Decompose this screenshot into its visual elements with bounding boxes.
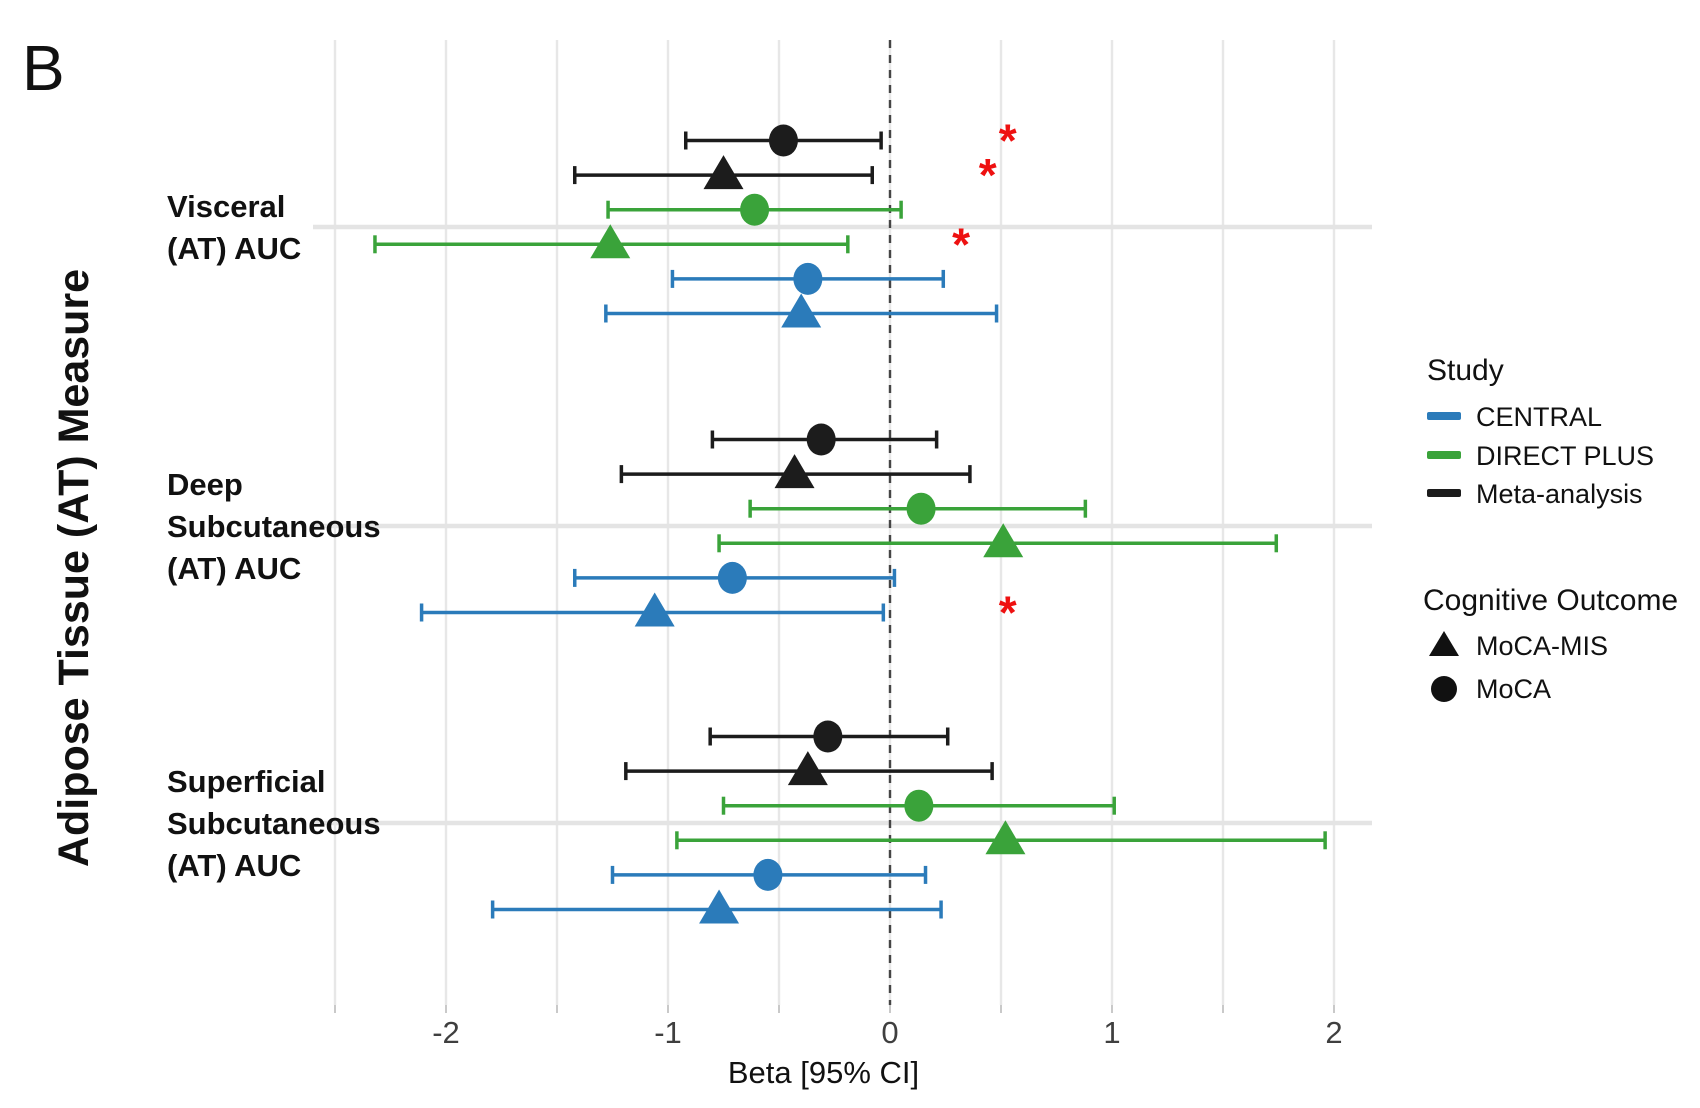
marker-triangle (781, 293, 822, 328)
forest-row (708, 720, 950, 753)
legend-line-swatch (1427, 489, 1461, 497)
legend-triangle-marker (1429, 631, 1459, 656)
marker-triangle (787, 751, 828, 786)
forest-row (604, 293, 999, 328)
marker-triangle (634, 592, 675, 627)
forest-row (490, 889, 943, 924)
forest-row (748, 492, 1088, 525)
category-label-line: Superficial (167, 764, 326, 799)
legend-study-label: Meta-analysis (1476, 479, 1643, 509)
marker-triangle (983, 523, 1024, 558)
forest-row (610, 858, 928, 891)
legend-line-swatch (1427, 451, 1461, 459)
legend-study-label: CENTRAL (1476, 402, 1602, 432)
category-label-line: Subcutaneous (167, 806, 381, 841)
forest-row (606, 193, 903, 226)
significance-asterisk: * (999, 115, 1017, 167)
category-label-line: Subcutaneous (167, 509, 381, 544)
x-tick-label: 1 (1103, 1015, 1120, 1050)
forest-row (670, 262, 946, 295)
marker-circle (753, 858, 783, 891)
category-label-line: (AT) AUC (167, 231, 301, 266)
significance-asterisk: * (999, 587, 1017, 639)
marker-triangle (699, 889, 740, 924)
forest-row (721, 789, 1116, 822)
forest-row (373, 224, 850, 259)
marker-circle (740, 193, 770, 226)
forest-row (684, 124, 883, 157)
category-label-line: (AT) AUC (167, 551, 301, 586)
marker-circle (717, 561, 747, 594)
marker-circle (806, 423, 836, 456)
forest-row (573, 561, 897, 594)
legend-outcome-label: MoCA (1476, 674, 1551, 704)
x-tick-label: -1 (654, 1015, 682, 1050)
marker-triangle (774, 454, 815, 489)
x-tick-label: -2 (432, 1015, 460, 1050)
forest-row (624, 751, 994, 786)
marker-triangle (985, 820, 1026, 855)
forest-row (710, 423, 939, 456)
forest-row (619, 454, 972, 489)
marker-triangle (703, 155, 744, 190)
y-axis-title: Adipose Tissue (AT) Measure (50, 269, 98, 867)
forest-row (717, 523, 1279, 558)
legend-outcome-title: Cognitive Outcome (1423, 584, 1678, 617)
marker-circle (904, 789, 934, 822)
legend-line-swatch (1427, 412, 1461, 420)
forest-row (573, 155, 874, 190)
category-label-line: (AT) AUC (167, 848, 301, 883)
legend-study-title: Study (1427, 354, 1504, 387)
significance-asterisk: * (952, 218, 970, 270)
marker-circle (813, 720, 843, 753)
marker-triangle (590, 224, 631, 259)
x-tick-label: 2 (1325, 1015, 1342, 1050)
legend-outcome-label: MoCA-MIS (1476, 631, 1608, 661)
panel-letter: B (22, 32, 65, 104)
x-axis-title: Beta [95% CI] (728, 1055, 919, 1090)
significance-asterisk: * (979, 149, 997, 201)
marker-circle (793, 262, 823, 295)
category-label-line: Deep (167, 467, 243, 502)
legend-circle-marker (1431, 676, 1457, 702)
legend-study-label: DIRECT PLUS (1476, 441, 1654, 471)
marker-circle (768, 124, 798, 157)
x-tick-label: 0 (881, 1015, 898, 1050)
marker-circle (906, 492, 936, 525)
category-label-line: Visceral (167, 189, 285, 224)
forest-row (419, 592, 886, 627)
forest-row (675, 820, 1327, 855)
